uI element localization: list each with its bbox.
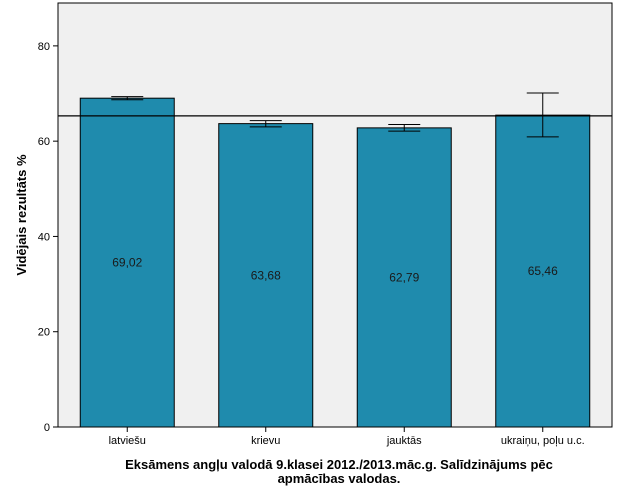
bar-value-label: 62,79 bbox=[389, 270, 419, 284]
y-tick-label: 60 bbox=[38, 136, 50, 148]
error-bars bbox=[111, 92, 559, 138]
x-category-label: ukraiņu, poļu u.c. bbox=[501, 435, 585, 447]
y-tick-label: 20 bbox=[38, 327, 50, 339]
x-axis: latviešu krievu jauktās ukraiņu, poļu u.c. bbox=[109, 427, 585, 447]
y-axis-title: Vidējais rezultāts % bbox=[14, 154, 29, 276]
bar bbox=[79, 97, 175, 428]
bar bbox=[218, 123, 314, 428]
x-category-label: latviešu bbox=[109, 435, 146, 447]
bars: 69,02 63,68 62,79 65,46 bbox=[79, 97, 591, 428]
y-axis: 0 20 40 60 80 bbox=[38, 41, 58, 434]
y-tick-label: 40 bbox=[38, 231, 50, 243]
y-tick-label: 80 bbox=[38, 41, 50, 53]
chart-title-line-1: Eksāmens angļu valodā 9.klasei 2012./201… bbox=[125, 457, 553, 472]
bar bbox=[356, 127, 452, 428]
y-tick-label: 0 bbox=[44, 422, 50, 434]
bar-value-label: 69,02 bbox=[112, 256, 142, 270]
titles: Vidējais rezultāts % Eksāmens angļu valo… bbox=[14, 154, 553, 486]
bar bbox=[495, 114, 591, 428]
x-category-label: jauktās bbox=[386, 435, 422, 447]
x-category-label: krievu bbox=[251, 435, 280, 447]
bar-value-label: 63,68 bbox=[251, 268, 281, 282]
chart-title-line-2: apmācības valodas. bbox=[278, 471, 401, 486]
bar-value-label: 65,46 bbox=[528, 264, 558, 278]
